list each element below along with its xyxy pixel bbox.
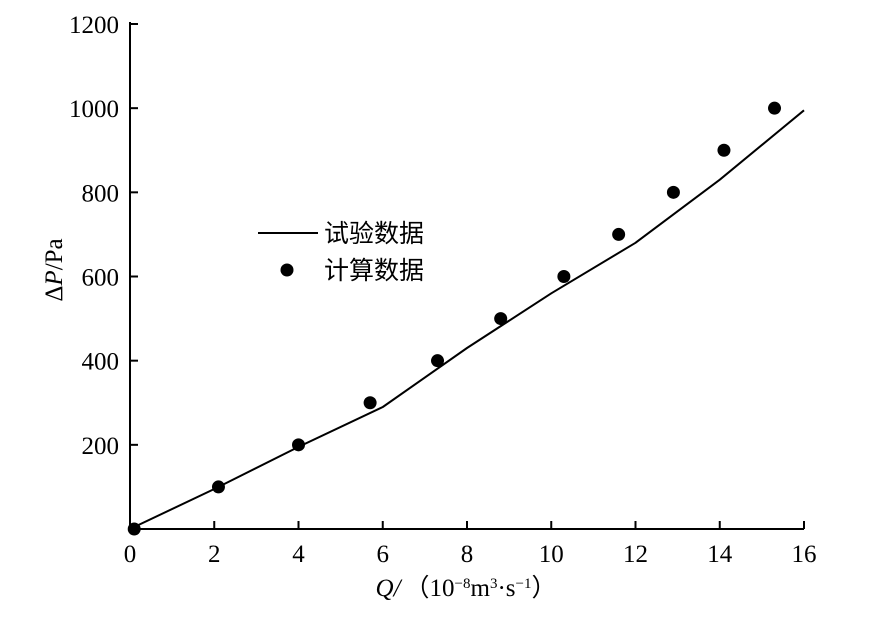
x-tick-label: 0 <box>124 541 137 568</box>
x-axis-title: Q/（10−8m3·s−1） <box>376 574 557 602</box>
x-axis-unit-mid2: ·s <box>497 575 515 602</box>
axes <box>129 22 804 530</box>
calculated-data-point <box>363 396 377 410</box>
calculated-data-point <box>127 522 141 536</box>
x-tick-label: 8 <box>461 541 474 568</box>
x-axis-unit-open: （10 <box>405 574 455 602</box>
calculated-data-point <box>431 354 445 368</box>
legend-dot-swatch <box>280 263 294 277</box>
x-axis-unit-mid: m <box>471 575 491 602</box>
calculated-data-point <box>768 101 782 115</box>
series-test-data <box>129 109 805 530</box>
y-axis-symbol: P <box>41 270 68 286</box>
x-tick-label: 14 <box>707 541 733 568</box>
calculated-data-point <box>494 312 508 326</box>
calculated-data-point <box>557 270 571 283</box>
x-axis-symbol: Q <box>376 575 394 602</box>
y-axis-prefix: Δ <box>41 286 68 302</box>
test-data-line <box>129 109 805 530</box>
y-tick-label: 600 <box>82 265 120 292</box>
calculated-data-point <box>666 185 680 199</box>
x-axis-unit-exp: −8 <box>455 576 471 592</box>
x-axis-unit-exp2: 3 <box>490 576 498 592</box>
x-tick-label: 2 <box>208 541 221 568</box>
x-tick-label: 16 <box>792 541 817 568</box>
legend-label-calculated-data: 计算数据 <box>324 256 424 285</box>
y-tick-label: 800 <box>82 180 120 207</box>
calculated-data-point <box>717 143 731 157</box>
legend: 试验数据 计算数据 <box>258 219 424 285</box>
y-axis-unit: /Pa <box>41 238 68 270</box>
y-tick-label: 1000 <box>69 96 119 123</box>
y-tick-label: 400 <box>82 349 120 376</box>
calculated-data-point <box>292 438 305 452</box>
series-calculated-data <box>127 101 782 536</box>
x-axis-unit-exp3: −1 <box>516 576 532 592</box>
x-tick-label: 12 <box>623 541 648 568</box>
y-axis-title: ΔP/Pa <box>41 238 68 301</box>
x-tick-label: 10 <box>539 541 564 568</box>
calculated-data-point <box>612 227 626 241</box>
y-tick-label: 200 <box>82 433 120 460</box>
x-tick-label: 6 <box>377 541 390 568</box>
y-tick-label: 1200 <box>69 12 119 39</box>
legend-label-test-data: 试验数据 <box>324 219 424 248</box>
calculated-data-point <box>211 480 225 494</box>
x-axis-unit-close: ） <box>531 574 556 602</box>
y-ticks: 200 400 600 800 1000 1200 <box>69 12 138 460</box>
x-ticks: 0 2 4 6 8 10 12 14 16 <box>124 521 817 568</box>
x-tick-label: 4 <box>292 541 305 568</box>
